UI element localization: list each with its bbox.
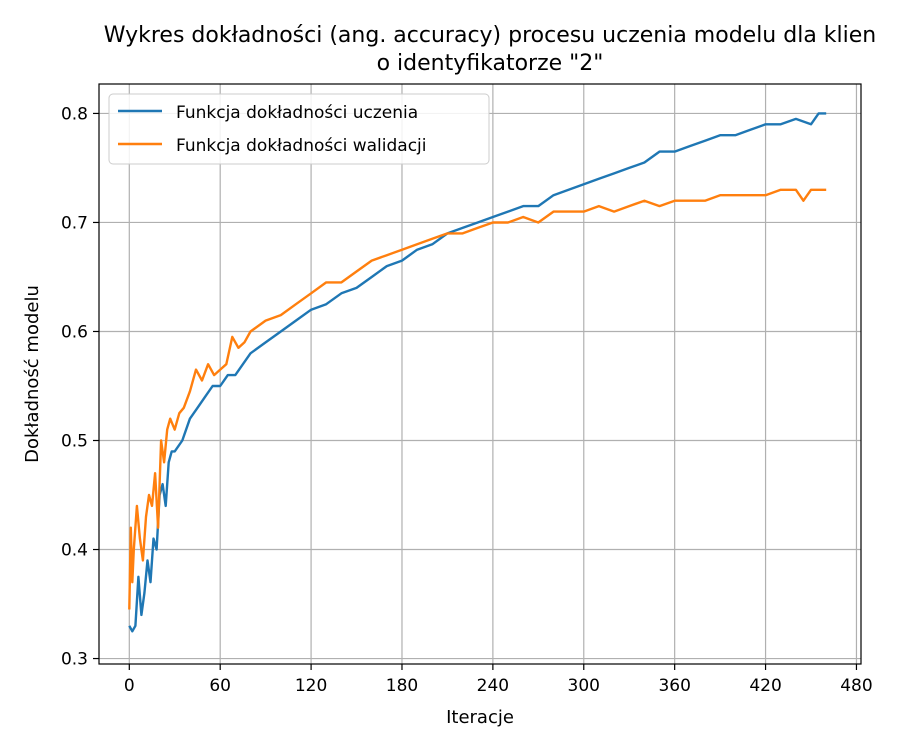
x-tick-label: 360: [658, 676, 690, 696]
chart-title-line-2: o identyfikatorze "2": [377, 51, 604, 76]
series-lines: [128, 112, 827, 633]
x-axis-label: Iteracje: [446, 707, 514, 728]
series-line-train: [128, 112, 827, 633]
legend-box: [108, 93, 490, 165]
y-tick-label: 0.8: [61, 104, 88, 124]
x-tick-label: 480: [840, 676, 872, 696]
y-tick-label: 0.7: [61, 213, 88, 233]
legend-label-train: Funkcja dokładności uczenia: [176, 103, 418, 123]
x-tick-label: 300: [568, 676, 600, 696]
y-axis-ticks: 0.3 0.4 0.5 0.6 0.7 0.8: [61, 104, 99, 670]
x-tick-label: 240: [477, 676, 509, 696]
x-tick-label: 420: [749, 676, 781, 696]
series-line-validation: [128, 188, 827, 610]
plot-frame: [98, 83, 862, 665]
y-tick-label: 0.5: [61, 432, 88, 452]
y-tick-label: 0.3: [61, 650, 88, 670]
y-tick-label: 0.4: [61, 541, 88, 561]
x-tick-label: 0: [124, 676, 135, 696]
legend-label-validation: Funkcja dokładności walidacji: [176, 136, 426, 156]
y-axis-label: Dokładność modelu: [22, 285, 43, 463]
x-tick-label: 180: [386, 676, 418, 696]
x-axis-ticks: 0 60 120 180 240 300 360 420 480: [124, 664, 873, 696]
y-tick-label: 0.6: [61, 322, 88, 342]
legend: Funkcja dokładności uczenia Funkcja dokł…: [108, 93, 490, 165]
x-tick-label: 60: [209, 676, 231, 696]
x-tick-label: 120: [295, 676, 327, 696]
chart-title-line-1: Wykres dokładności (ang. accuracy) proce…: [104, 23, 877, 48]
